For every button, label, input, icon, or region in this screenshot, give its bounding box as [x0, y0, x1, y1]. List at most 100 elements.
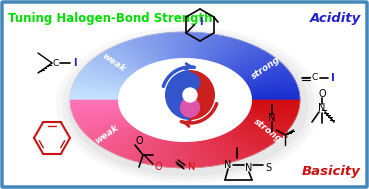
Polygon shape [228, 48, 260, 68]
Polygon shape [150, 35, 165, 60]
Polygon shape [252, 94, 300, 96]
Polygon shape [173, 142, 179, 168]
Ellipse shape [56, 27, 320, 183]
Polygon shape [70, 100, 118, 101]
Polygon shape [87, 64, 128, 78]
Polygon shape [78, 115, 123, 126]
Polygon shape [96, 126, 134, 143]
Polygon shape [84, 67, 126, 80]
Polygon shape [186, 142, 188, 168]
Polygon shape [230, 50, 263, 69]
Polygon shape [148, 36, 164, 60]
Polygon shape [213, 138, 234, 162]
Polygon shape [73, 110, 120, 116]
Polygon shape [221, 43, 247, 65]
Polygon shape [121, 135, 148, 157]
Polygon shape [245, 119, 288, 131]
Polygon shape [234, 129, 269, 147]
Polygon shape [70, 96, 118, 98]
Polygon shape [82, 69, 125, 81]
Polygon shape [251, 106, 299, 111]
Polygon shape [224, 134, 253, 155]
Polygon shape [232, 130, 266, 149]
Polygon shape [251, 88, 299, 93]
Polygon shape [248, 76, 293, 85]
Polygon shape [144, 139, 162, 164]
Polygon shape [146, 139, 163, 164]
Polygon shape [70, 94, 118, 97]
Polygon shape [241, 63, 282, 77]
Polygon shape [235, 55, 272, 72]
Polygon shape [78, 74, 123, 84]
Polygon shape [244, 119, 287, 132]
Polygon shape [212, 138, 232, 162]
Polygon shape [83, 68, 126, 81]
Polygon shape [178, 142, 182, 168]
Polygon shape [202, 34, 215, 60]
Polygon shape [252, 96, 300, 98]
Polygon shape [235, 54, 271, 72]
Polygon shape [70, 94, 118, 96]
Polygon shape [84, 120, 126, 133]
Polygon shape [250, 82, 296, 90]
Polygon shape [207, 139, 224, 164]
Polygon shape [201, 141, 214, 166]
Polygon shape [248, 77, 294, 86]
Polygon shape [227, 133, 257, 153]
Polygon shape [203, 35, 218, 60]
Polygon shape [218, 41, 243, 64]
Polygon shape [198, 33, 208, 59]
Polygon shape [223, 135, 250, 156]
Polygon shape [172, 32, 178, 58]
Polygon shape [142, 139, 161, 163]
Polygon shape [207, 36, 224, 60]
Polygon shape [249, 111, 296, 118]
Polygon shape [211, 139, 230, 163]
Polygon shape [209, 139, 227, 164]
Polygon shape [80, 117, 124, 128]
Polygon shape [70, 96, 118, 98]
Polygon shape [205, 35, 220, 60]
Polygon shape [101, 53, 137, 71]
Polygon shape [190, 32, 194, 58]
Circle shape [183, 88, 197, 102]
Polygon shape [239, 59, 278, 75]
Polygon shape [188, 142, 192, 168]
Text: I: I [331, 73, 335, 83]
Text: C: C [53, 59, 59, 67]
Text: S: S [265, 163, 271, 173]
Polygon shape [252, 92, 299, 96]
Polygon shape [204, 140, 219, 165]
Polygon shape [104, 51, 138, 70]
Polygon shape [97, 127, 134, 144]
Polygon shape [242, 65, 284, 79]
Polygon shape [235, 128, 272, 145]
Polygon shape [107, 131, 140, 150]
Polygon shape [72, 108, 119, 113]
Polygon shape [107, 50, 140, 69]
Polygon shape [251, 108, 298, 113]
Polygon shape [82, 119, 125, 131]
Polygon shape [250, 110, 297, 116]
Polygon shape [126, 136, 151, 159]
Polygon shape [244, 68, 287, 81]
Polygon shape [208, 139, 226, 164]
Polygon shape [98, 128, 135, 145]
Polygon shape [177, 142, 181, 168]
Polygon shape [106, 50, 139, 70]
Polygon shape [70, 104, 118, 107]
Text: N: N [224, 160, 232, 170]
Polygon shape [201, 34, 214, 59]
Polygon shape [252, 94, 300, 97]
Polygon shape [73, 109, 120, 116]
Polygon shape [184, 32, 186, 58]
Polygon shape [132, 39, 155, 63]
Polygon shape [194, 142, 201, 167]
Polygon shape [251, 91, 299, 95]
Polygon shape [237, 58, 276, 74]
Polygon shape [170, 33, 177, 58]
Polygon shape [92, 60, 131, 76]
Polygon shape [99, 128, 135, 146]
Polygon shape [222, 43, 249, 65]
Polygon shape [168, 142, 176, 167]
